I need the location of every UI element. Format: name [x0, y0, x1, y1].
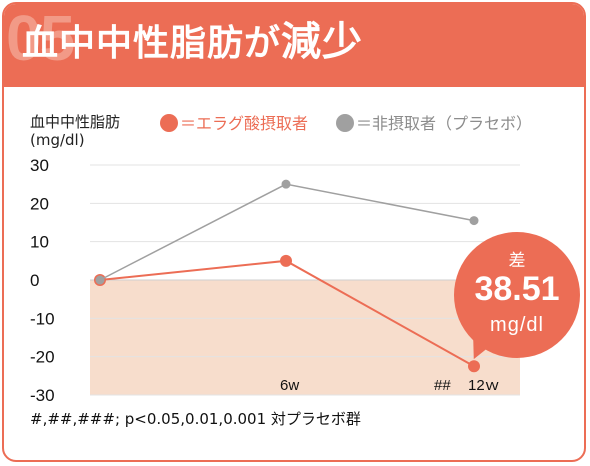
legend-marker-red — [160, 114, 178, 132]
title-main: 血中中性脂肪が — [22, 23, 282, 64]
badge-unit: mg/dl — [490, 314, 544, 336]
title-emphasis: 減少 — [281, 19, 364, 65]
significance-footnote: #,##,###; p<0.05,0.01,0.001 対プラセボ群 — [30, 410, 361, 428]
data-point — [468, 360, 480, 373]
y-tick-label: -30 — [30, 386, 55, 405]
data-point — [469, 216, 479, 226]
legend-item-placebo: ＝非摂取者（プラセボ） — [336, 113, 532, 135]
y-axis-title: 血中中性脂肪 — [30, 113, 121, 131]
data-point — [95, 275, 105, 285]
page-title: 血中中性脂肪が減少 — [22, 20, 363, 66]
y-tick-label: 20 — [30, 194, 49, 213]
y-axis-unit: (mg/dl) — [30, 131, 85, 149]
x-tick-label: 12ｗ — [468, 377, 500, 394]
y-axis-label: 血中中性脂肪 (mg/dl) — [30, 113, 120, 149]
badge-label: 差 — [508, 251, 526, 271]
legend-item-ellagic: ＝エラグ酸摂取者 — [160, 113, 308, 135]
y-tick-label: -10 — [30, 309, 55, 328]
difference-badge: 差 38.51 mg/dl — [454, 232, 580, 358]
legend-label-ellagic: ＝エラグ酸摂取者 — [180, 114, 309, 133]
y-tick-label: 10 — [30, 233, 49, 252]
data-point — [280, 254, 292, 267]
legend-label-placebo: ＝非摂取者（プラセボ） — [356, 114, 533, 133]
y-tick-label: -20 — [30, 348, 55, 367]
badge-value: 38.51 — [474, 270, 560, 308]
y-tick-label: 30 — [30, 156, 49, 175]
legend-marker-gray — [336, 114, 354, 132]
data-point — [281, 179, 291, 189]
shaded-region — [90, 280, 520, 395]
section-number: 05 — [6, 2, 75, 74]
y-tick-label: 0 — [30, 271, 39, 290]
x-tick-label: 6w — [280, 377, 299, 394]
header-banner: 05 血中中性脂肪が減少 — [4, 4, 584, 87]
significance-marker: ## — [434, 377, 451, 394]
